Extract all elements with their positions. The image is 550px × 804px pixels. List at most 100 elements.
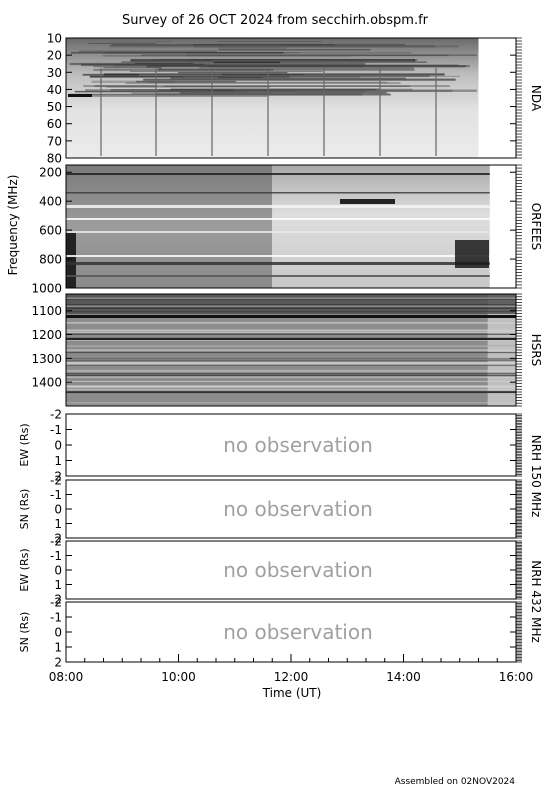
y-tick-label: 10 (47, 32, 62, 46)
y-tick-label: 1 (54, 641, 62, 655)
y-tick-label: 0 (54, 626, 62, 640)
nda-band (102, 54, 351, 57)
hsrs-band (66, 333, 516, 335)
orfees-band (66, 275, 490, 277)
hsrs-band (66, 311, 516, 313)
panel-nda: 10 20 30 40 50 60 70 80 NDA (47, 32, 543, 166)
y-tick-label: -1 (50, 611, 62, 625)
hsrs-band (66, 388, 516, 391)
hsrs-band (66, 294, 516, 314)
hsrs-band (66, 371, 516, 373)
y-tick-label: 1300 (31, 352, 62, 366)
y-tick-label: -1 (50, 488, 62, 502)
hsrs-band (66, 370, 516, 372)
orfees-band (66, 192, 490, 194)
hsrs-band (66, 364, 516, 367)
nda-band (105, 85, 271, 88)
y-tick-label: 2 (54, 532, 62, 546)
nda-band (88, 43, 157, 45)
nda-band (146, 65, 467, 68)
no-observation-text: no observation (223, 620, 373, 644)
y-tick-label: 600 (39, 224, 62, 238)
y-tick-label: -2 (50, 596, 62, 610)
panel-nrh-3: no observation -2-1 01 2 EW (Rs) (18, 408, 522, 484)
y-tick-label: 1 (54, 517, 62, 531)
y-tick-label: 1100 (31, 304, 62, 318)
y-tick-label: 80 (47, 152, 62, 166)
spectrogram-orfees-left (66, 165, 273, 288)
nrh-group-label: NRH 150 MHz (529, 435, 543, 518)
y-tick-label: 400 (39, 195, 62, 209)
x-tick-label: 10:00 (161, 670, 196, 684)
hsrs-band (66, 307, 516, 309)
y-tick-label: 30 (47, 66, 62, 80)
nda-band (104, 73, 445, 76)
nrh-group-label: NRH 432 MHz (529, 560, 543, 643)
nda-band (134, 62, 194, 64)
no-observation-text: no observation (223, 433, 373, 457)
y-tick-label: 1 (54, 578, 62, 592)
nda-band (158, 89, 297, 92)
nda-band (192, 43, 406, 46)
nda-band (81, 63, 205, 67)
orfees-dark-edge (66, 233, 76, 288)
figure-title: Survey of 26 OCT 2024 from secchirh.obsp… (122, 13, 429, 28)
y-tick-label: 0 (54, 439, 62, 453)
orfees-dark-patch (455, 240, 489, 268)
y-tick-label: -2 (50, 474, 62, 488)
x-tick-label: 08:00 (49, 670, 84, 684)
hsrs-band (66, 376, 516, 378)
nda-band (93, 69, 274, 71)
panel-hsrs: 1100 1200 1300 1400 HSRS (31, 293, 543, 407)
orfees-burst (340, 199, 395, 204)
y-tick-label: 200 (39, 166, 62, 180)
orfees-band (66, 173, 490, 175)
hsrs-band (66, 349, 516, 352)
nda-band (207, 65, 470, 68)
nda-band (178, 72, 288, 74)
hsrs-band (66, 402, 516, 404)
x-axis-label: Time (UT) (262, 686, 322, 700)
panels-group: 1020304050607080NDA2004006008001000ORFEE… (18, 32, 543, 670)
nda-band (199, 66, 414, 69)
orfees-band (66, 255, 490, 257)
nda-band (103, 67, 162, 69)
nda-band (78, 95, 268, 97)
nda-band (78, 50, 217, 53)
nda-band (211, 59, 413, 62)
y-tick-label: 800 (39, 253, 62, 267)
nda-band (111, 44, 335, 46)
hsrs-band (66, 359, 516, 362)
hsrs-band (66, 297, 516, 299)
y-tick-label: -2 (50, 535, 62, 549)
spectrogram-orfees-right (272, 165, 490, 288)
nda-band (217, 47, 287, 49)
nda-band (193, 45, 436, 48)
nda-band (213, 61, 281, 64)
nda-band (68, 94, 92, 97)
orfees-band (66, 262, 490, 265)
hsrs-band (66, 331, 516, 333)
nda-band (157, 68, 415, 71)
y-tick-label: 2 (54, 656, 62, 670)
hsrs-band (66, 304, 516, 306)
nda-band (225, 74, 430, 78)
hsrs-band (66, 372, 516, 375)
y-tick-label: 60 (47, 117, 62, 131)
y-tick-label: 1 (54, 454, 62, 468)
nda-band (217, 41, 322, 43)
y-tick-label: 40 (47, 83, 62, 97)
nda-band (218, 49, 371, 51)
y-tick-label: 0 (54, 503, 62, 517)
spectrogram-nda (66, 38, 479, 158)
hsrs-band (66, 380, 516, 382)
hsrs-band (66, 338, 516, 340)
x-tick-label: 16:00 (499, 670, 534, 684)
nda-band (146, 81, 388, 83)
hsrs-band (66, 339, 516, 342)
y-axis-label: EW (Rs) (18, 548, 31, 591)
y-tick-label: 2 (54, 470, 62, 484)
